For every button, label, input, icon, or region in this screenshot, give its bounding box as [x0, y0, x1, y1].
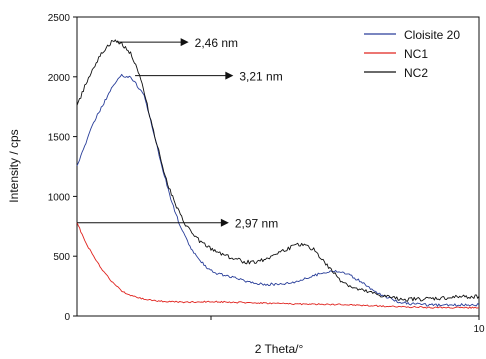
legend: Cloisite 20 NC1 NC2 [364, 28, 460, 80]
x-axis-title: 2 Theta/° [255, 342, 304, 356]
y-axis-title: Intensity / cps [7, 129, 21, 202]
y-tick-label: 2500 [48, 13, 71, 24]
y-tick-label: 2000 [48, 73, 71, 84]
annotation-label: 2,46 nm [195, 36, 238, 50]
y-tick-label: 1000 [48, 192, 71, 203]
legend-label: NC2 [404, 66, 428, 80]
annotation-label: 3,21 nm [239, 70, 282, 84]
series-line-nc1 [76, 222, 480, 309]
legend-label: NC1 [404, 47, 428, 61]
y-tick-label: 500 [53, 252, 70, 263]
x-tick-label: 10 [473, 324, 485, 335]
y-tick-label: 0 [64, 312, 70, 323]
axes: 0 500 1000 1500 2000 2500 10 [48, 13, 485, 335]
annotation-arrowhead [220, 218, 229, 227]
y-tick-label: 1500 [48, 133, 71, 144]
legend-label: Cloisite 20 [404, 28, 460, 42]
annotation-label: 2,97 nm [235, 217, 278, 231]
plot-frame [76, 16, 480, 317]
annotation-arrowhead [180, 38, 189, 47]
annotation-layer: 2,46 nm 3,21 nm 2,97 nm [77, 36, 283, 231]
series-line-nc2 [76, 39, 480, 302]
annotation-arrowhead [225, 71, 234, 80]
series-line-cloisite-20 [76, 73, 480, 307]
series-layer [76, 39, 480, 309]
